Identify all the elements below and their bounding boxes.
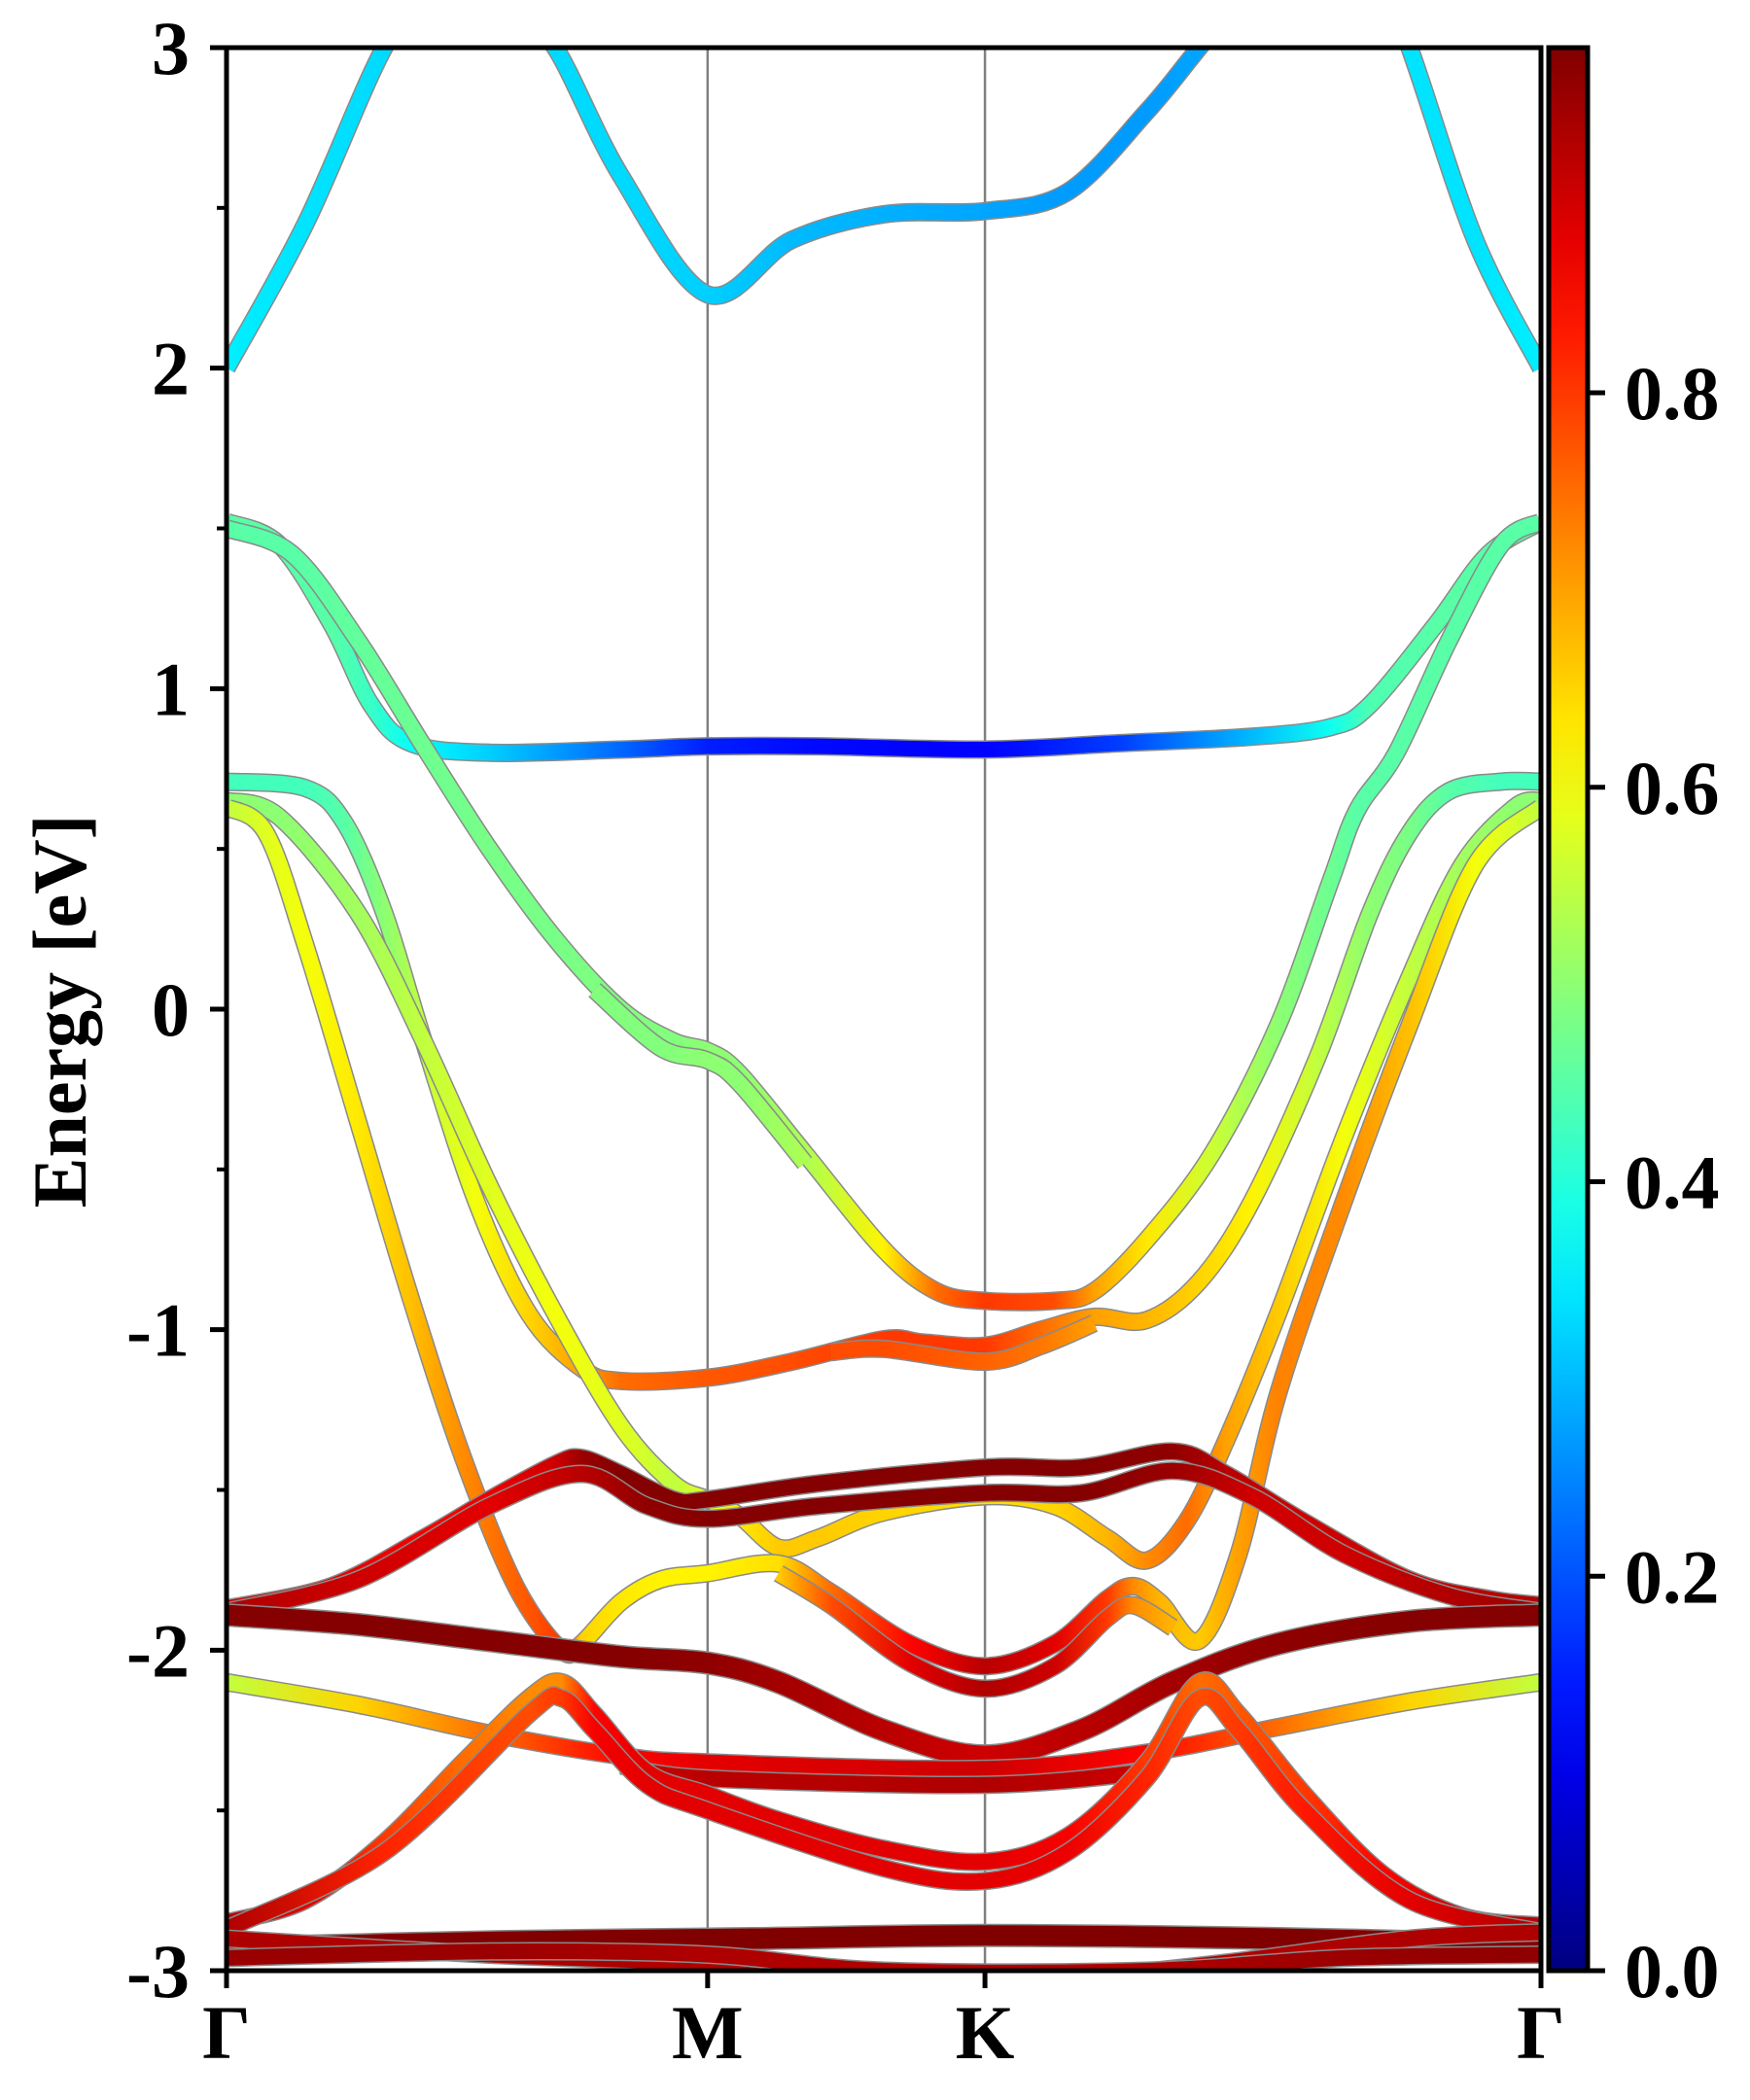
band-line <box>589 984 812 1169</box>
band-6 <box>227 798 1541 1676</box>
y-tick-label: -3 <box>126 1929 190 2013</box>
colorbar-gradient <box>1546 45 1591 1974</box>
y-tick-label: 1 <box>152 647 190 731</box>
band-outline <box>227 48 1541 373</box>
y-tick-label: -2 <box>126 1608 190 1693</box>
band-line <box>227 1687 1541 1941</box>
band-13 <box>227 1942 1541 1971</box>
colorbar-tick-label: 0.6 <box>1625 746 1720 830</box>
band-3b <box>588 983 813 1170</box>
band-line <box>774 1566 1177 1697</box>
band-line <box>227 514 1541 1311</box>
band-line <box>830 1315 1098 1370</box>
band-6b <box>773 1565 1178 1698</box>
band-7b <box>227 1461 1541 1622</box>
band-line <box>227 1672 1541 1934</box>
band-line <box>227 1604 1541 1767</box>
colorbar-tick-label: 0.2 <box>1625 1534 1720 1619</box>
y-axis-label: Energy [eV] <box>18 814 102 1208</box>
band-line <box>227 1462 1541 1620</box>
band-10 <box>227 1671 1541 1936</box>
colorbar: 0.0 0.2 0.4 0.6 0.8 <box>1546 45 1720 2013</box>
band-line <box>227 1443 1541 1617</box>
band-line <box>227 48 1541 372</box>
band-line <box>227 792 1541 1569</box>
y-tick-label: -1 <box>126 1288 190 1373</box>
band-line <box>227 514 1541 761</box>
band-3 <box>227 513 1541 1312</box>
band-line <box>227 1674 1541 1777</box>
band-line <box>227 800 1541 1674</box>
band-line <box>227 1925 1541 1959</box>
bands <box>227 48 1541 1971</box>
band-10b <box>227 1686 1541 1942</box>
band-1 <box>227 48 1541 373</box>
band-8 <box>227 1603 1541 1768</box>
x-tick-label: K <box>956 1990 1015 2075</box>
band-line <box>227 1943 1541 1971</box>
band-11 <box>227 1923 1541 1960</box>
y-tick-label: 3 <box>152 6 190 90</box>
band-7 <box>227 1442 1541 1618</box>
colorbar-tick-label: 0.4 <box>1625 1140 1720 1225</box>
band-4b <box>830 1314 1099 1372</box>
x-tick-label: Γ <box>1517 1990 1565 2075</box>
band-5 <box>227 790 1541 1570</box>
colorbar-tick-label: 0.0 <box>1625 1929 1720 2013</box>
colorbar-tick-label: 0.8 <box>1625 351 1720 436</box>
y-tick-label: 2 <box>152 327 190 411</box>
y-tick-label: 0 <box>152 967 190 1052</box>
x-tick-label: M <box>672 1990 744 2075</box>
x-tick-label: Γ <box>202 1990 251 2075</box>
band-2 <box>227 512 1541 762</box>
kpoint-lines <box>706 48 987 1971</box>
band-9 <box>227 1672 1541 1779</box>
